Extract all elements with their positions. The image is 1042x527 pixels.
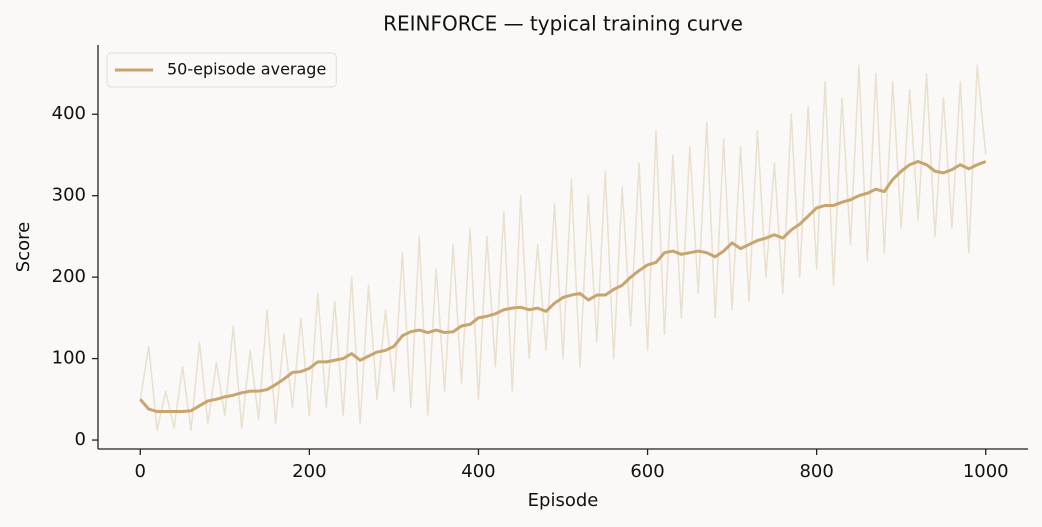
legend: 50-episode average: [106, 52, 337, 88]
x-axis-label: Episode: [528, 490, 599, 511]
chart-title: REINFORCE — typical training curve: [383, 12, 743, 36]
x-tick-label: 800: [799, 461, 833, 482]
y-tick-label: 400: [52, 103, 86, 124]
y-axis-label: Score: [13, 222, 34, 272]
series-line: [139, 159, 987, 414]
series-line: [139, 64, 987, 432]
x-tick-label: 200: [292, 461, 326, 482]
x-tick-label: 600: [630, 461, 664, 482]
y-tick-label: 200: [52, 266, 86, 287]
y-tick-label: 300: [52, 185, 86, 206]
legend-label: 50-episode average: [167, 60, 326, 79]
x-tick-label: 0: [135, 461, 146, 482]
y-tick-label: 0: [75, 429, 86, 450]
legend-box: [106, 52, 337, 88]
y-tick-label: 100: [52, 348, 86, 369]
x-tick-label: 1000: [963, 461, 1009, 482]
x-tick-label: 400: [461, 461, 495, 482]
